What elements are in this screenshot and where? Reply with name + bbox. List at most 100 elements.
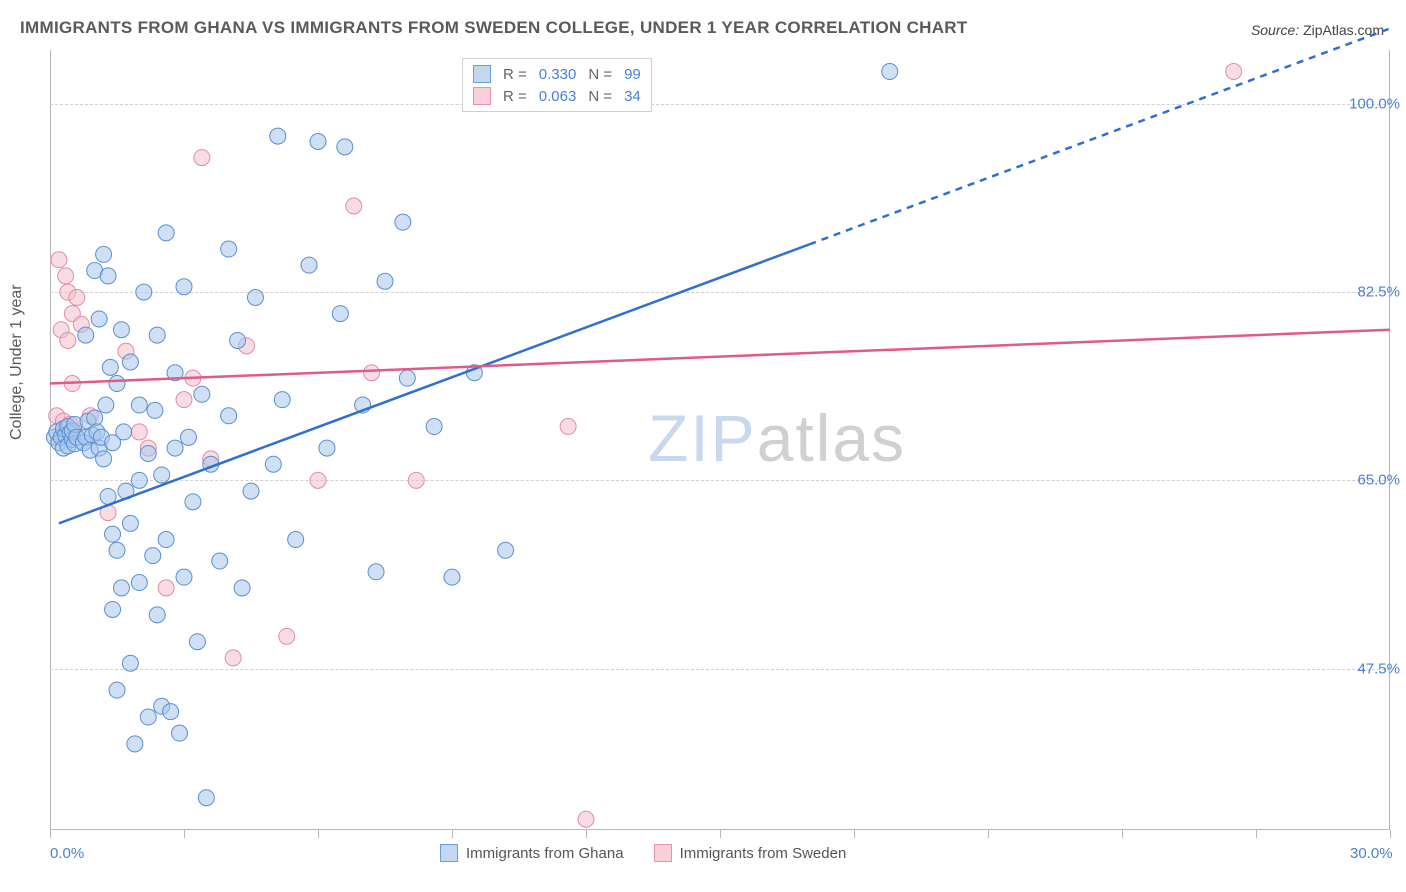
scatter-point xyxy=(127,736,143,752)
n-label-2: N = xyxy=(588,88,612,105)
scatter-point xyxy=(301,257,317,273)
scatter-point xyxy=(140,445,156,461)
trend-line xyxy=(50,330,1390,384)
scatter-point xyxy=(100,268,116,284)
scatter-point xyxy=(149,327,165,343)
scatter-point xyxy=(158,580,174,596)
scatter-point xyxy=(105,526,121,542)
scatter-point xyxy=(337,139,353,155)
scatter-point xyxy=(96,451,112,467)
y-axis-label: College, Under 1 year xyxy=(8,284,26,440)
scatter-point xyxy=(113,322,129,338)
scatter-point xyxy=(51,252,67,268)
scatter-point xyxy=(288,532,304,548)
scatter-point xyxy=(882,64,898,80)
scatter-point xyxy=(167,440,183,456)
scatter-point xyxy=(140,709,156,725)
scatter-point xyxy=(147,402,163,418)
x-tick xyxy=(50,830,51,838)
scatter-point xyxy=(69,289,85,305)
legend-label-sweden: Immigrants from Sweden xyxy=(680,845,847,862)
legend-stats-row-1: R = 0.330 N = 99 xyxy=(473,63,641,85)
x-tick xyxy=(720,830,721,838)
legend-swatch-sweden xyxy=(473,87,491,105)
scatter-point xyxy=(221,241,237,257)
scatter-point xyxy=(310,472,326,488)
scatter-point xyxy=(131,472,147,488)
scatter-point xyxy=(113,580,129,596)
source-label: Source: xyxy=(1251,22,1299,38)
scatter-point xyxy=(163,704,179,720)
scatter-point xyxy=(102,359,118,375)
scatter-point xyxy=(91,311,107,327)
scatter-point xyxy=(78,327,94,343)
scatter-point xyxy=(176,279,192,295)
legend-label-ghana: Immigrants from Ghana xyxy=(466,845,624,862)
scatter-point xyxy=(225,650,241,666)
scatter-point xyxy=(265,456,281,472)
scatter-point xyxy=(154,467,170,483)
x-tick xyxy=(1390,830,1391,838)
x-tick xyxy=(586,830,587,838)
scatter-point xyxy=(194,150,210,166)
x-tick xyxy=(452,830,453,838)
scatter-point xyxy=(498,542,514,558)
scatter-point xyxy=(377,273,393,289)
scatter-point xyxy=(122,655,138,671)
scatter-point xyxy=(109,682,125,698)
n-value-2: 34 xyxy=(624,88,641,105)
scatter-point xyxy=(234,580,250,596)
n-value-1: 99 xyxy=(624,66,641,83)
scatter-point xyxy=(87,410,103,426)
scatter-point xyxy=(279,628,295,644)
scatter-point xyxy=(131,397,147,413)
x-tick xyxy=(854,830,855,838)
scatter-point xyxy=(399,370,415,386)
scatter-point xyxy=(221,408,237,424)
trend-line-dashed xyxy=(809,28,1390,244)
scatter-point xyxy=(243,483,259,499)
scatter-point xyxy=(578,811,594,827)
scatter-point xyxy=(158,532,174,548)
scatter-point xyxy=(176,392,192,408)
scatter-plot-svg xyxy=(50,50,1390,830)
x-tick xyxy=(988,830,989,838)
scatter-point xyxy=(1226,64,1242,80)
scatter-point xyxy=(560,419,576,435)
scatter-point xyxy=(274,392,290,408)
scatter-point xyxy=(109,542,125,558)
scatter-point xyxy=(109,376,125,392)
scatter-point xyxy=(247,289,263,305)
scatter-point xyxy=(310,133,326,149)
scatter-point xyxy=(332,306,348,322)
legend-item-ghana: Immigrants from Ghana xyxy=(440,844,624,862)
scatter-point xyxy=(185,494,201,510)
x-tick xyxy=(184,830,185,838)
x-tick-label: 0.0% xyxy=(50,845,84,862)
scatter-point xyxy=(122,354,138,370)
scatter-point xyxy=(426,419,442,435)
trend-line xyxy=(59,244,809,523)
x-tick xyxy=(318,830,319,838)
r-label-1: R = xyxy=(503,66,527,83)
scatter-point xyxy=(212,553,228,569)
r-label-2: R = xyxy=(503,88,527,105)
scatter-point xyxy=(395,214,411,230)
x-tick-label: 30.0% xyxy=(1350,845,1393,862)
scatter-point xyxy=(116,424,132,440)
legend-series: Immigrants from Ghana Immigrants from Sw… xyxy=(440,844,846,862)
scatter-point xyxy=(158,225,174,241)
scatter-point xyxy=(364,365,380,381)
legend-stats: R = 0.330 N = 99 R = 0.063 N = 34 xyxy=(462,58,652,112)
r-value-1: 0.330 xyxy=(539,66,577,83)
scatter-point xyxy=(131,575,147,591)
legend-swatch-ghana xyxy=(473,65,491,83)
r-value-2: 0.063 xyxy=(539,88,577,105)
scatter-point xyxy=(96,246,112,262)
legend-item-sweden: Immigrants from Sweden xyxy=(654,844,847,862)
n-label-1: N = xyxy=(588,66,612,83)
legend-swatch-ghana-2 xyxy=(440,844,458,862)
scatter-point xyxy=(122,515,138,531)
scatter-point xyxy=(198,790,214,806)
scatter-point xyxy=(189,634,205,650)
